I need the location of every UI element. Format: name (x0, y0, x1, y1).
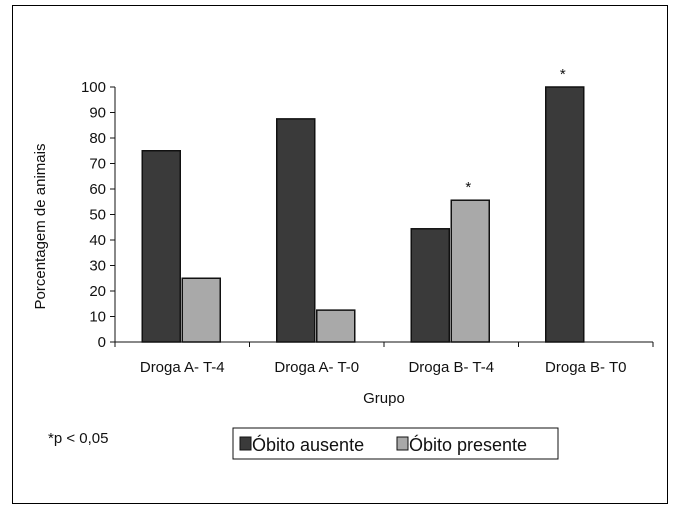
bar-obito-ausente (545, 86, 585, 343)
bar-obito-presente (316, 309, 356, 343)
bar-obito-ausente (410, 228, 450, 343)
legend-swatch (239, 436, 252, 451)
y-tick-label: 30 (89, 258, 106, 275)
y-tick-label: 80 (89, 130, 106, 147)
y-tick-label: 100 (81, 79, 106, 96)
y-tick-label: 60 (89, 181, 106, 198)
plot-area: 0 10 20 30 40 50 60 70 80 90 100 Droga A- T-4 Droga … (81, 66, 654, 376)
y-tick-label: 50 (89, 207, 106, 224)
legend-label: Óbito presente (409, 434, 527, 455)
bar-obito-ausente (141, 150, 181, 343)
y-tick-label: 70 (89, 156, 106, 173)
x-tick-label: Droga A- T-4 (140, 359, 225, 376)
significance-marker: * (560, 66, 566, 83)
legend-swatch (396, 436, 409, 451)
x-axis-title: Grupo (363, 390, 405, 407)
x-tick-label: Droga B- T0 (545, 359, 626, 376)
bar-obito-presente (450, 199, 490, 343)
significance-marker: * (465, 179, 471, 196)
legend-label: Óbito ausente (252, 434, 364, 455)
y-tick-label: 40 (89, 232, 106, 249)
significance-footnote: *p < 0,05 (48, 430, 108, 447)
y-tick-label: 90 (89, 105, 106, 122)
y-tick-label: 20 (89, 283, 106, 300)
bar-obito-ausente (276, 118, 316, 343)
y-tick-label: 10 (89, 309, 106, 326)
y-axis-title: Porcentagem de animais (32, 144, 49, 310)
y-tick-label: 0 (98, 334, 106, 351)
legend-box (232, 427, 559, 460)
x-tick-label: Droga B- T-4 (408, 359, 494, 376)
legend: Óbito ausente Óbito presente (232, 427, 559, 460)
x-tick-label: Droga A- T-0 (274, 359, 359, 376)
bar-obito-presente (181, 277, 221, 343)
